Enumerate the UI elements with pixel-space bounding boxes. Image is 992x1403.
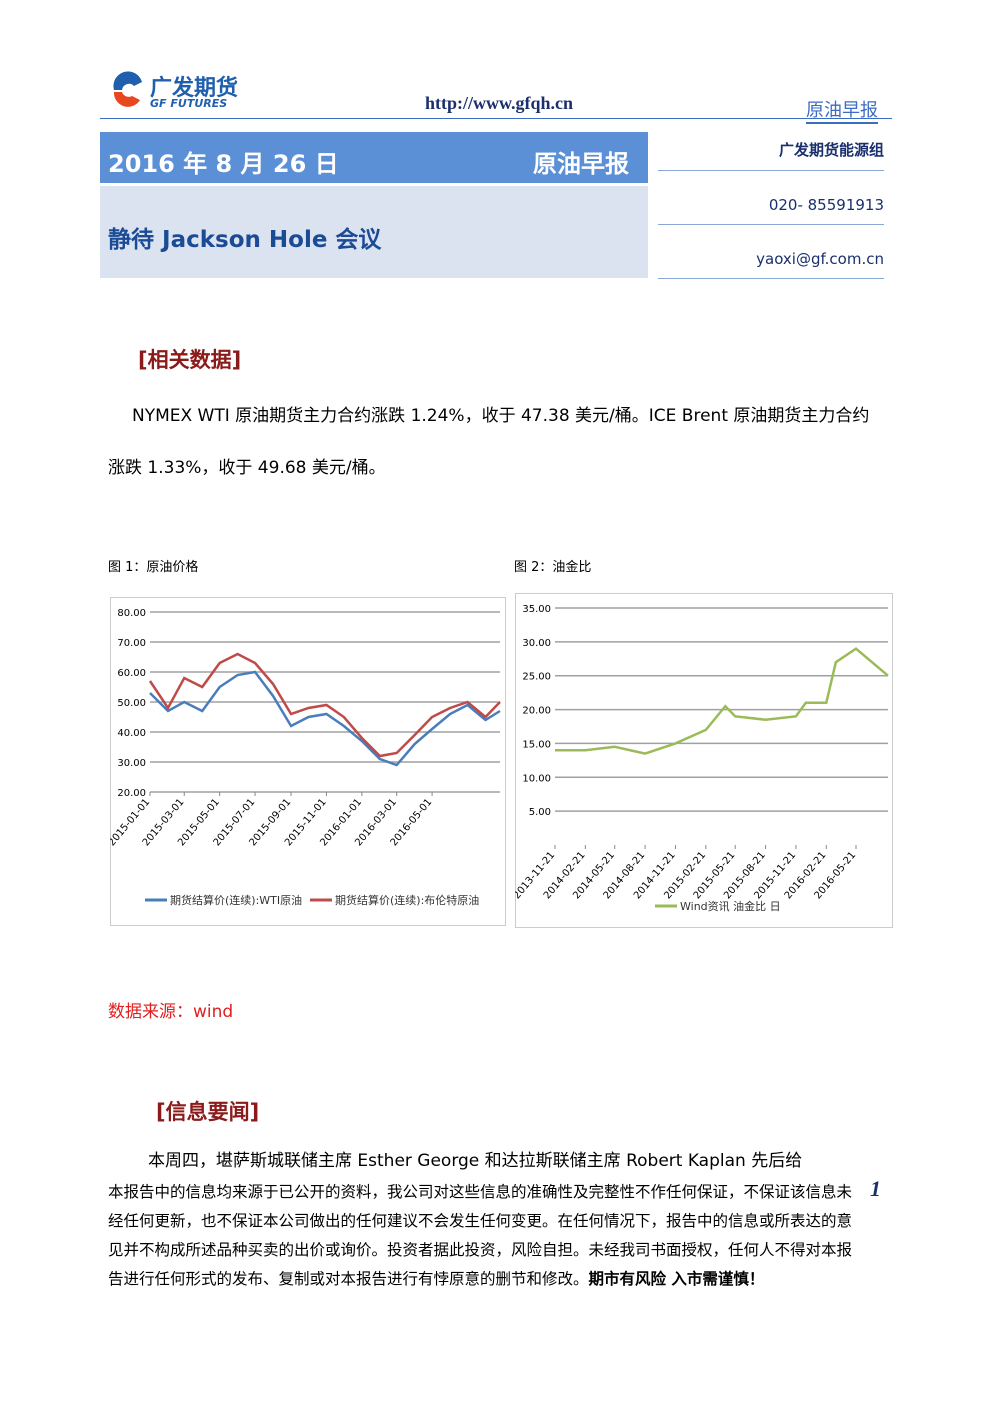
y-tick-label: 70.00 <box>117 638 146 649</box>
data-line <box>555 647 889 755</box>
email: yaoxi@gf.com.cn <box>658 240 884 279</box>
header-rule <box>100 118 892 119</box>
page-number: 1 <box>870 1176 881 1201</box>
logo-cn: 广发期货 <box>150 76 239 101</box>
section-heading: [信息要闻] <box>156 1100 260 1124</box>
chart: 20.0030.0040.0050.0060.0070.0080.002015-… <box>110 597 506 926</box>
y-tick-label: 20.00 <box>522 706 551 717</box>
y-tick-label: 80.00 <box>117 608 146 619</box>
legend-label: 期货结算价(连续):WTI原油 <box>170 893 302 907</box>
report-name: 原油早报 <box>806 96 878 124</box>
data-line <box>149 670 501 767</box>
paragraph: NYMEX WTI 原油期货主力合约涨跌 1.24%，收于 47.38 美元/桶… <box>108 406 870 478</box>
y-tick-label: 60.00 <box>117 668 146 679</box>
disclaimer-text: 本报告中的信息均来源于已公开的资料，我公司对这些信息的准确性及完整性不作任何保证… <box>108 1183 853 1288</box>
team: 广发期货能源组 <box>658 130 884 171</box>
source: 数据来源：wind <box>108 1002 234 1022</box>
y-tick-label: 40.00 <box>117 728 146 739</box>
phone: 020- 85591913 <box>658 186 884 225</box>
disclaimer-emphasis: 期市有风险 入市需谨慎！ <box>588 1270 765 1288</box>
disclaimer: 本报告中的信息均来源于已公开的资料，我公司对这些信息的准确性及完整性不作任何保证… <box>108 1178 858 1294</box>
headline: 静待 Jackson Hole 会议 <box>108 227 382 253</box>
headline-band <box>100 186 648 278</box>
logo-en: GF FUTURES <box>150 97 228 110</box>
logo-mark <box>113 71 142 107</box>
y-tick-label: 30.00 <box>522 638 551 649</box>
chart-title: 图 2：油金比 <box>514 560 592 575</box>
y-tick-label: 35.00 <box>522 604 551 615</box>
banner-date: 2016 年 8 月 26 日 <box>108 150 339 178</box>
y-tick-label: 25.00 <box>522 672 551 683</box>
y-tick-label: 5.00 <box>529 807 551 818</box>
y-tick-label: 20.00 <box>117 788 146 799</box>
banner-report: 原油早报 <box>533 150 629 178</box>
legend-label: 期货结算价(连续):布伦特原油 <box>335 893 479 907</box>
y-tick-label: 15.00 <box>522 739 551 750</box>
y-tick-label: 50.00 <box>117 698 146 709</box>
chart: 5.0010.0015.0020.0025.0030.0035.002013-1… <box>515 593 893 928</box>
banner <box>100 132 648 183</box>
data-line <box>148 652 501 758</box>
legend-label: Wind资讯 油金比 日 <box>680 899 781 913</box>
paragraph: 本周四，堪萨斯城联储主席 Esther George 和达拉斯联储主席 Robe… <box>148 1151 803 1171</box>
y-tick-label: 10.00 <box>522 773 551 784</box>
y-tick-label: 30.00 <box>117 758 146 769</box>
chart-title: 图 1：原油价格 <box>108 560 199 575</box>
section-heading: [相关数据] <box>138 348 242 372</box>
url: http://www.gfqh.cn <box>425 93 574 113</box>
